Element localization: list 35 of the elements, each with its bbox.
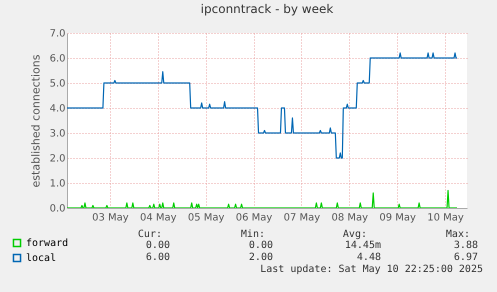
chart-title: ipconntrack - by week: [200, 2, 334, 16]
x-tick-label: 06 May: [236, 212, 272, 224]
text: 4.48: [356, 252, 381, 263]
y-tick-label: 6.0: [50, 54, 66, 64]
text: 6.97: [454, 252, 478, 263]
y-tick-label: 5.0: [50, 78, 66, 90]
legend-label: forward: [26, 238, 68, 249]
text: Max:: [446, 229, 470, 240]
legend-label: local: [26, 253, 56, 264]
text: 2.00: [248, 252, 273, 263]
y-tick-label: 3.0: [50, 128, 66, 140]
y-tick-label: 1.0: [50, 178, 66, 190]
x-tick-label: 07 May: [284, 212, 320, 224]
text: Avg:: [342, 229, 367, 240]
y-tick-label: 0.0: [50, 204, 66, 214]
x-tick-label: 05 May: [188, 212, 225, 224]
text: Cur:: [138, 229, 162, 240]
x-tick-label: 09 May: [379, 212, 416, 224]
x-tick-label: 03 May: [92, 212, 129, 224]
y-tick-label: 2.0: [50, 154, 66, 164]
y-axis-title: established connections: [30, 54, 43, 188]
text: 0.00: [248, 240, 273, 251]
y-tick-label: 4.0: [50, 104, 66, 114]
x-tick-label: 04 May: [140, 212, 177, 224]
text: 6.00: [146, 252, 170, 263]
text: 0.00: [146, 240, 170, 251]
text: Min:: [240, 229, 265, 240]
x-tick-label: 10 May: [427, 212, 464, 224]
line-series: [67, 190, 458, 208]
text: 14.45m: [344, 240, 381, 251]
line-series: [67, 52, 458, 159]
text: Last update: Sat May 10 22:25:00 2025: [260, 264, 483, 275]
x-tick-label: 08 May: [332, 212, 368, 224]
text: 3.88: [454, 240, 478, 251]
y-tick-label: 7.0: [50, 28, 66, 40]
